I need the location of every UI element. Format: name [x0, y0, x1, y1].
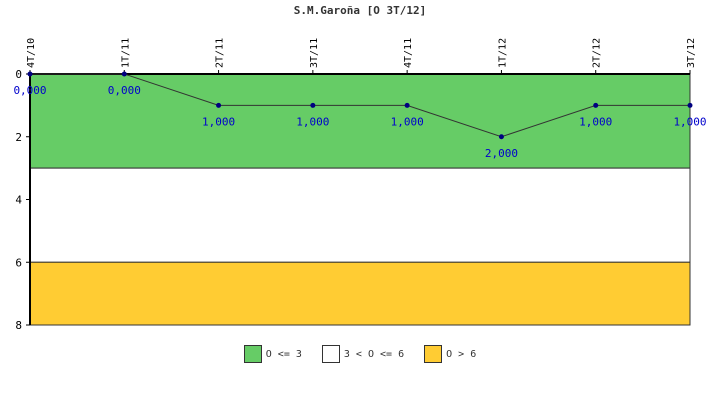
- legend-swatch-mid: [321, 345, 340, 363]
- y-tick-label-2: 4: [15, 194, 22, 207]
- data-point-4: [404, 102, 410, 108]
- legend-swatch-high: [424, 345, 443, 363]
- y-tick-label-0: 0: [15, 68, 22, 81]
- legend-item-low: O <= 3: [243, 345, 302, 363]
- data-point-2: [216, 102, 222, 108]
- x-tick-label-2: 2T/11: [215, 38, 226, 68]
- x-tick-label-1: 1T/11: [120, 38, 131, 68]
- data-label-1: 0,000: [108, 84, 141, 97]
- x-tick-label-6: 2T/12: [592, 38, 603, 68]
- series-line-0: [30, 73, 690, 138]
- legend: O <= 3 3 < O <= 6 O > 6: [0, 345, 720, 363]
- data-label-3: 1,000: [296, 115, 329, 128]
- data-point-0: [27, 71, 33, 77]
- band-0: [29, 73, 691, 169]
- x-tick-label-0: 4T/10: [26, 38, 37, 68]
- band-1: [29, 167, 691, 263]
- x-tick-label-5: 1T/12: [497, 38, 508, 68]
- data-label-2: 1,000: [202, 115, 235, 128]
- data-point-6: [593, 102, 599, 108]
- data-label-4: 1,000: [391, 115, 424, 128]
- legend-swatch-low: [243, 345, 262, 363]
- legend-label-high: O > 6: [446, 348, 477, 360]
- y-tick-label-4: 8: [15, 319, 22, 332]
- legend-label-mid: 3 < O <= 6: [343, 348, 405, 360]
- band-2: [29, 261, 691, 326]
- x-tick-label-3: 3T/11: [309, 38, 320, 68]
- legend-label-low: O <= 3: [265, 348, 302, 360]
- x-tick-label-4: 4T/11: [403, 38, 414, 68]
- data-label-5: 2,000: [485, 147, 518, 160]
- x-tick-label-7: 3T/12: [686, 38, 697, 68]
- y-tick-label-1: 2: [15, 131, 22, 144]
- legend-item-mid: 3 < O <= 6: [321, 345, 405, 363]
- legend-item-high: O > 6: [424, 345, 476, 363]
- data-point-7: [687, 102, 693, 108]
- data-label-7: 1,000: [673, 115, 706, 128]
- data-label-0: 0,000: [13, 84, 46, 97]
- data-point-5: [498, 134, 504, 140]
- data-label-6: 1,000: [579, 115, 612, 128]
- chart-title: S.M.Garoña [O 3T/12]: [293, 4, 427, 17]
- y-tick-label-3: 6: [15, 256, 22, 269]
- data-point-1: [121, 71, 127, 77]
- data-point-3: [310, 102, 316, 108]
